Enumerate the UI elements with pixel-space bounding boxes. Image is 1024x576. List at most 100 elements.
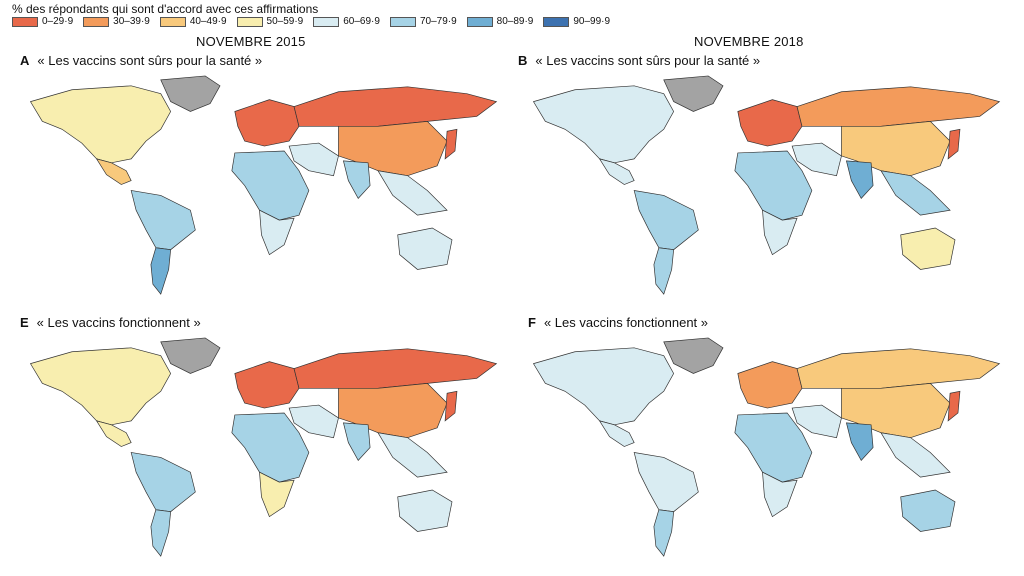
panel-title-e: E « Les vaccins fonctionnent » <box>20 315 201 330</box>
world-map-b <box>515 72 1010 304</box>
region-na <box>532 85 675 164</box>
region-europe <box>234 99 300 147</box>
panel-title-f: F « Les vaccins fonctionnent » <box>528 315 708 330</box>
legend-swatch <box>389 16 416 27</box>
region-mexico <box>95 158 132 185</box>
region-mexico <box>598 420 635 447</box>
region-na <box>532 347 675 426</box>
region-asia <box>338 383 448 439</box>
legend-swatch <box>159 16 186 27</box>
region-africa_south <box>762 471 798 518</box>
region-samerica <box>130 452 196 513</box>
region-mideast <box>791 404 842 439</box>
panel-statement: « Les vaccins fonctionnent » <box>36 315 201 330</box>
legend-swatch <box>236 16 263 27</box>
region-na <box>29 347 172 426</box>
region-japan <box>444 390 458 422</box>
region-india <box>845 422 874 461</box>
legend-item: 80–89·9 <box>466 16 534 27</box>
region-samerica <box>633 190 699 251</box>
region-seasia <box>880 170 951 216</box>
period-label-2015: NOVEMBRE 2015 <box>196 34 306 49</box>
map-svg <box>29 75 498 295</box>
legend-item: 60–69·9 <box>313 16 380 27</box>
panel-letter: F <box>528 315 536 330</box>
region-russia <box>796 348 1001 389</box>
region-australia <box>900 227 956 270</box>
region-seasia <box>880 432 951 478</box>
region-samerica <box>130 190 196 251</box>
panel-statement: « Les vaccins sont sûrs pour la santé » <box>535 53 761 68</box>
world-map-f <box>515 334 1010 566</box>
region-mexico <box>598 158 635 185</box>
region-australia <box>397 489 453 532</box>
region-asia <box>841 121 951 177</box>
panel-letter: A <box>20 53 30 68</box>
region-africa_south <box>762 209 798 256</box>
region-mexico <box>95 420 132 447</box>
region-greenland <box>663 337 724 374</box>
region-seasia <box>377 170 448 216</box>
region-samerica <box>633 452 699 513</box>
map-svg <box>29 337 498 557</box>
region-africa <box>231 150 310 221</box>
legend-swatch <box>83 16 110 27</box>
panel-statement: « Les vaccins sont sûrs pour la santé » <box>37 53 263 68</box>
world-map-a <box>12 72 507 304</box>
region-samerica_south <box>150 509 172 557</box>
region-japan <box>947 390 961 422</box>
region-russia <box>293 348 498 389</box>
legend-label: 0–29·9 <box>42 16 74 27</box>
region-samerica_south <box>653 247 675 295</box>
panel-title-b: B « Les vaccins sont sûrs pour la santé » <box>518 53 760 68</box>
legend-label: 90–99·9 <box>573 16 611 27</box>
region-japan <box>444 128 458 160</box>
legend-item: 40–49·9 <box>159 16 227 27</box>
map-svg <box>532 75 1001 295</box>
region-mideast <box>288 142 339 177</box>
legend-label: 80–89·9 <box>496 16 534 27</box>
region-greenland <box>663 75 724 112</box>
legend-item: 0–29·9 <box>12 16 73 27</box>
legend-swatch <box>12 16 38 27</box>
region-australia <box>397 227 453 270</box>
legend-label: 60–69·9 <box>343 16 380 27</box>
legend-item: 50–59·9 <box>236 16 304 27</box>
region-russia <box>796 86 1001 127</box>
region-europe <box>737 361 803 409</box>
region-seasia <box>377 432 448 478</box>
region-africa <box>734 150 813 221</box>
region-na <box>29 85 172 164</box>
region-africa <box>231 412 310 483</box>
region-mideast <box>791 142 842 177</box>
panel-title-a: A « Les vaccins sont sûrs pour la santé » <box>20 53 262 68</box>
region-india <box>342 160 371 199</box>
region-asia <box>338 121 448 177</box>
period-label-2018: NOVEMBRE 2018 <box>694 34 804 49</box>
legend: 0–29·9 30–39·9 40–49·9 50–59·9 60–69·9 7… <box>12 16 610 27</box>
region-africa_south <box>259 209 295 256</box>
region-africa <box>734 412 813 483</box>
region-mideast <box>288 404 339 439</box>
legend-item: 30–39·9 <box>83 16 150 27</box>
legend-item: 70–79·9 <box>389 16 457 27</box>
region-greenland <box>160 337 221 374</box>
world-map-e <box>12 334 507 566</box>
legend-label: 70–79·9 <box>419 16 457 27</box>
region-india <box>845 160 874 199</box>
legend-swatch <box>466 16 493 27</box>
region-africa_south <box>259 471 295 518</box>
legend-label: 30–39·9 <box>113 16 150 27</box>
region-europe <box>737 99 803 147</box>
map-svg <box>532 337 1001 557</box>
legend-swatch <box>543 16 570 27</box>
legend-item: 90–99·9 <box>543 16 610 27</box>
legend-label: 50–59·9 <box>266 16 304 27</box>
panel-letter: B <box>518 53 528 68</box>
region-australia <box>900 489 956 532</box>
panel-letter: E <box>20 315 29 330</box>
legend-swatch <box>313 16 340 27</box>
region-europe <box>234 361 300 409</box>
region-japan <box>947 128 961 160</box>
legend-title: % des répondants qui sont d'accord avec … <box>12 2 319 16</box>
